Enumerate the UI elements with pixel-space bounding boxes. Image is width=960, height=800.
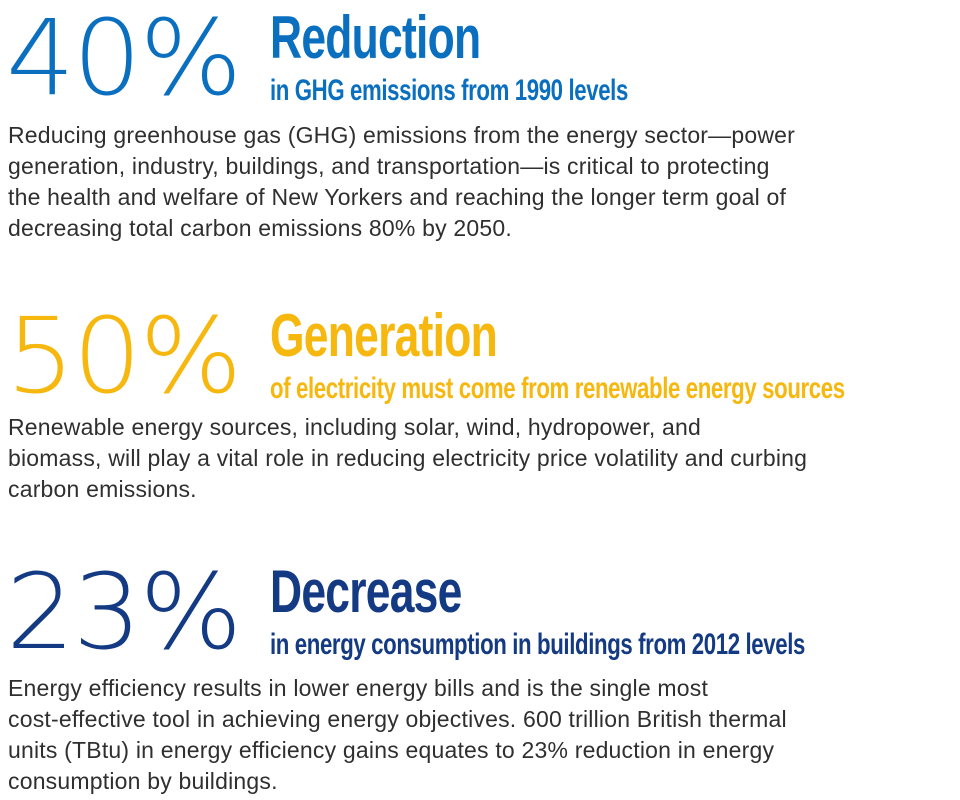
stat-headline: Decrease bbox=[270, 558, 462, 625]
section-description: Reducing greenhouse gas (GHG) emissions … bbox=[8, 120, 908, 244]
section-description: Energy efficiency results in lower energ… bbox=[8, 673, 908, 797]
description-line: cost-effective tool in achieving energy … bbox=[8, 706, 787, 732]
description-line: Renewable energy sources, including sola… bbox=[8, 414, 701, 440]
stat-percentage: 40% bbox=[6, 0, 242, 119]
description-line: the health and welfare of New Yorkers an… bbox=[8, 184, 787, 210]
stat-percentage: 23% bbox=[6, 551, 242, 673]
renewable-generation-section: 50% Generation of electricity must come … bbox=[0, 304, 960, 502]
section-description: Renewable energy sources, including sola… bbox=[8, 412, 908, 505]
description-line: Reducing greenhouse gas (GHG) emissions … bbox=[8, 122, 796, 148]
stat-header: 40% Reduction in GHG emissions from 1990… bbox=[0, 6, 960, 110]
description-line: Energy efficiency results in lower energ… bbox=[8, 675, 709, 701]
description-line: biomass, will play a vital role in reduc… bbox=[8, 445, 808, 471]
stat-subhead: in GHG emissions from 1990 levels bbox=[270, 74, 628, 107]
stat-subhead: of electricity must come from renewable … bbox=[270, 372, 845, 405]
ghg-reduction-section: 40% Reduction in GHG emissions from 1990… bbox=[0, 6, 960, 241]
stat-headline: Reduction bbox=[270, 4, 481, 71]
stat-header: 23% Decrease in energy consumption in bu… bbox=[0, 560, 960, 664]
description-line: units (TBtu) in energy efficiency gains … bbox=[8, 737, 775, 763]
building-energy-section: 23% Decrease in energy consumption in bu… bbox=[0, 560, 960, 794]
description-line: carbon emissions. bbox=[8, 476, 197, 502]
description-line: generation, industry, buildings, and tra… bbox=[8, 153, 770, 179]
description-line: decreasing total carbon emissions 80% by… bbox=[8, 215, 512, 241]
stat-headline: Generation bbox=[270, 302, 498, 369]
stat-percentage: 50% bbox=[6, 295, 242, 417]
description-line: consumption by buildings. bbox=[8, 768, 278, 794]
stat-header: 50% Generation of electricity must come … bbox=[0, 304, 960, 408]
stat-subhead: in energy consumption in buildings from … bbox=[270, 628, 806, 661]
